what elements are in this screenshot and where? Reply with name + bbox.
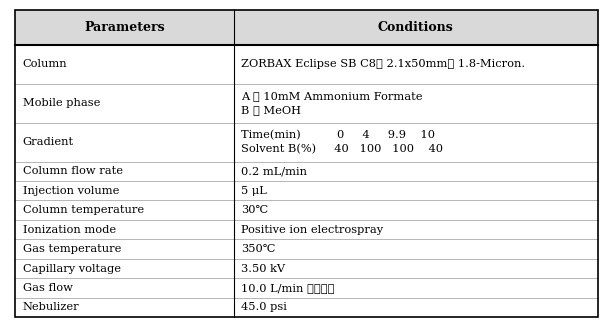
Text: Solvent B(%)     40   100   100    40: Solvent B(%) 40 100 100 40 xyxy=(241,144,443,154)
Text: Positive ion electrospray: Positive ion electrospray xyxy=(241,225,383,235)
Text: Capillary voltage: Capillary voltage xyxy=(23,264,121,274)
Text: Ionization mode: Ionization mode xyxy=(23,225,116,235)
Text: 45.0 psi: 45.0 psi xyxy=(241,302,287,313)
Text: Nebulizer: Nebulizer xyxy=(23,302,79,313)
Text: Gradient: Gradient xyxy=(23,137,74,147)
Text: 0.2 mL/min: 0.2 mL/min xyxy=(241,166,307,176)
Text: 5 μL: 5 μL xyxy=(241,186,267,196)
Bar xyxy=(15,10,598,45)
Text: Column temperature: Column temperature xyxy=(23,205,144,215)
Text: ZORBAX Eclipse SB C8　 2.1x50mm　 1.8-Micron.: ZORBAX Eclipse SB C8 2.1x50mm 1.8-Micron… xyxy=(241,59,525,69)
Text: 3.50 kV: 3.50 kV xyxy=(241,264,285,274)
Text: Column flow rate: Column flow rate xyxy=(23,166,123,176)
Text: Injection volume: Injection volume xyxy=(23,186,119,196)
Text: Conditions: Conditions xyxy=(378,21,454,34)
Text: Column: Column xyxy=(23,59,67,69)
Text: Mobile phase: Mobile phase xyxy=(23,98,100,108)
Text: 30℃: 30℃ xyxy=(241,205,268,215)
Text: Parameters: Parameters xyxy=(84,21,165,34)
Text: 350℃: 350℃ xyxy=(241,244,276,254)
Text: 10.0 L/min （질소）: 10.0 L/min （질소） xyxy=(241,283,335,293)
Text: Gas temperature: Gas temperature xyxy=(23,244,121,254)
Text: B ： MeOH: B ： MeOH xyxy=(241,105,301,115)
Text: A ： 10mM Ammonium Formate: A ： 10mM Ammonium Formate xyxy=(241,91,422,101)
Text: Gas flow: Gas flow xyxy=(23,283,72,293)
Text: Time(min)          0     4     9.9    10: Time(min) 0 4 9.9 10 xyxy=(241,130,435,140)
